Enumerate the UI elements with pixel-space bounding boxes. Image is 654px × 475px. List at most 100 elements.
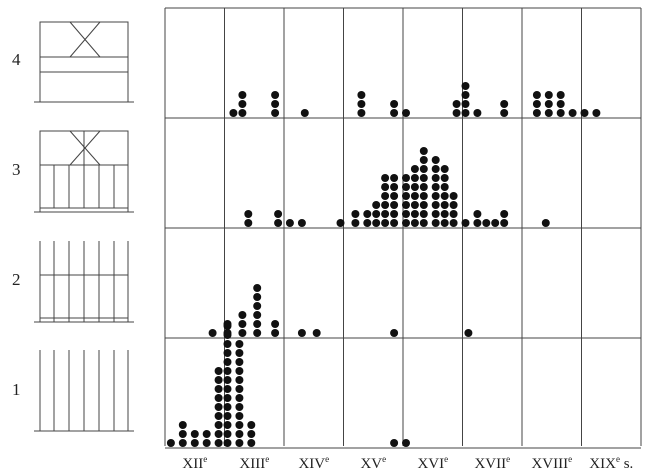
dot-row1-stack5-1: [223, 430, 232, 438]
dot-row3-stack11-5: [410, 174, 419, 182]
dot-row3-stack12-8: [419, 147, 428, 155]
dot-row1-stack4-8: [214, 367, 223, 375]
dot-row2-stack2-1: [238, 320, 247, 328]
dot-row4-stack13-2: [556, 91, 565, 99]
dot-row1-stack4-2: [214, 421, 223, 429]
row-label-3: 3: [12, 160, 21, 179]
dot-row3-stack7-2: [372, 201, 381, 209]
dot-row2-stack2-2: [238, 311, 247, 319]
dot-row3-stack2-0: [285, 219, 294, 227]
dot-row4-stack12-2: [544, 91, 553, 99]
dot-row3-stack13-4: [431, 183, 440, 191]
dot-row3-stack14-5: [440, 174, 449, 182]
dot-row3-stack5-1: [351, 210, 360, 218]
dot-row3-stack20-1: [500, 210, 509, 218]
dot-row3-stack9-3: [390, 192, 399, 200]
dot-row4-stack8-0: [461, 109, 470, 117]
dot-row1-stack9-0: [402, 439, 410, 447]
dot-row1-stack4-0: [214, 439, 223, 447]
dot-row1-stack5-5: [223, 394, 232, 402]
dot-row1-stack5-3: [223, 412, 232, 420]
type-3-glyph: [34, 130, 134, 213]
dot-row3-stack10-4: [402, 183, 410, 191]
dot-row3-stack14-1: [440, 210, 449, 218]
dot-row3-stack10-2: [402, 201, 410, 209]
dot-row1-stack5-8: [223, 367, 232, 375]
dot-row3-stack1-1: [274, 210, 283, 218]
dot-row3-stack13-6: [431, 165, 440, 173]
dot-row4-stack4-1: [357, 100, 366, 108]
dot-row3-stack8-2: [381, 201, 390, 209]
dot-row1-stack7-2: [247, 421, 256, 429]
dot-row3-stack4-0: [336, 219, 345, 227]
dot-row2-stack4-1: [271, 320, 280, 328]
dot-row2-stack1-0: [223, 329, 232, 337]
dot-row3-stack8-3: [381, 192, 390, 200]
dot-row4-stack1-2: [238, 91, 247, 99]
dot-row3-stack6-0: [363, 219, 372, 227]
century-label-2: XIVe: [298, 454, 329, 472]
dot-row1-stack1-2: [178, 421, 187, 429]
dot-row1-stack6-10: [235, 349, 244, 357]
dot-row1-stack5-4: [223, 403, 232, 411]
dot-row1-stack5-6: [223, 385, 232, 393]
dot-row3-stack21-0: [541, 219, 550, 227]
dot-row1-stack4-6: [214, 385, 223, 393]
dot-row3-stack13-5: [431, 174, 440, 182]
dot-row1-stack4-7: [214, 376, 223, 384]
century-label-0: XIIe: [182, 454, 207, 472]
dot-row4-stack11-2: [532, 91, 541, 99]
dot-row3-stack10-3: [402, 192, 410, 200]
dot-row3-stack12-7: [419, 156, 428, 164]
dot-row4-stack8-2: [461, 91, 470, 99]
dot-row3-stack15-2: [449, 201, 458, 209]
dot-row3-stack11-6: [410, 165, 419, 173]
row-label-4: 4: [12, 50, 21, 69]
dot-row3-stack14-4: [440, 183, 449, 191]
dot-row3-stack13-3: [431, 192, 440, 200]
dot-row4-stack5-0: [390, 109, 399, 117]
dot-row4-stack1-0: [238, 109, 247, 117]
dot-row1-stack4-4: [214, 403, 223, 411]
dot-row4-stack8-3: [461, 82, 470, 90]
dot-row3-stack0-1: [244, 210, 253, 218]
type-4-glyph: [34, 21, 134, 103]
dot-row3-stack15-1: [449, 210, 458, 218]
dot-row3-stack12-5: [419, 174, 428, 182]
dot-row1-stack6-2: [235, 421, 244, 429]
century-label-7: XIXe s.: [589, 454, 633, 472]
dot-row3-stack13-2: [431, 201, 440, 209]
dot-row3-stack12-2: [419, 201, 428, 209]
dot-row4-stack4-2: [357, 91, 366, 99]
century-label-4: XVIe: [417, 454, 448, 472]
type-1-glyph: [34, 350, 134, 432]
dot-row1-stack0-0: [166, 439, 175, 447]
dot-row4-stack4-0: [357, 109, 366, 117]
dot-row2-stack2-0: [238, 329, 247, 337]
dot-row3-stack12-1: [419, 210, 428, 218]
century-label-1: XIIIe: [239, 454, 269, 472]
dot-row3-stack12-6: [419, 165, 428, 173]
dot-row2-stack3-0: [253, 329, 262, 337]
dot-row4-stack2-1: [271, 100, 280, 108]
dot-row1-stack4-5: [214, 394, 223, 402]
century-label-5: XVIIe: [474, 454, 510, 472]
dot-row1-stack6-6: [235, 385, 244, 393]
dot-row3-stack9-5: [390, 174, 399, 182]
row-label-2: 2: [12, 270, 21, 289]
dot-row1-stack3-0: [202, 439, 211, 447]
dot-row3-stack11-3: [410, 192, 419, 200]
dot-row2-stack5-0: [297, 329, 306, 337]
dot-row3-stack13-1: [431, 210, 440, 218]
dot-row4-stack13-0: [556, 109, 565, 117]
dot-row3-stack16-0: [461, 219, 470, 227]
dot-row4-stack7-1: [452, 100, 461, 108]
dot-row3-stack13-0: [431, 219, 440, 227]
dot-row3-stack6-1: [363, 210, 372, 218]
dot-row3-stack3-0: [297, 219, 306, 227]
dot-row1-stack4-1: [214, 430, 223, 438]
dot-row3-stack17-0: [473, 219, 482, 227]
dot-row3-stack7-1: [372, 210, 381, 218]
dot-row4-stack12-0: [544, 109, 553, 117]
dot-row1-stack5-10: [223, 349, 232, 357]
